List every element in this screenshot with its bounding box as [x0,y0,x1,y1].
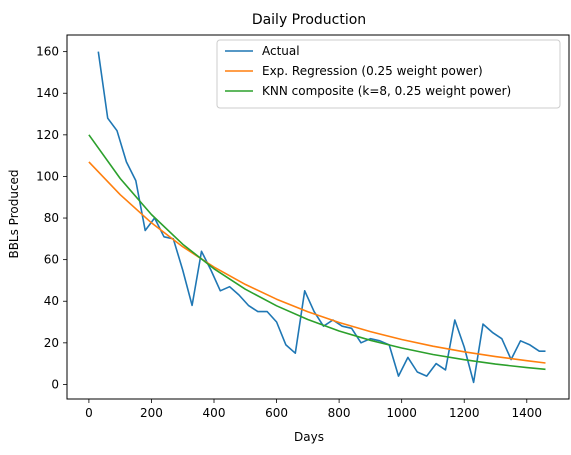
legend-label-0: Actual [262,44,300,58]
series-line-2 [88,134,546,371]
x-tick-label: 200 [140,406,163,420]
legend: Actual Exp. Regression (0.25 weight power… [216,39,561,109]
x-axis-label: Days [294,430,324,444]
x-tick-label: 1400 [512,406,543,420]
chart-title: Daily Production [252,12,366,28]
plot-series [88,51,546,384]
y-tick-label: 160 [36,45,59,59]
x-tick-label: 400 [203,406,226,420]
legend-label-1: Exp. Regression (0.25 weight power) [262,64,483,78]
legend-box [216,39,561,109]
y-tick-label: 60 [44,253,59,267]
y-tick-label: 120 [36,128,59,142]
x-tick-label: 600 [265,406,288,420]
series-line-1 [88,161,546,364]
y-tick-label: 140 [36,86,59,100]
y-axis: 0 20 40 60 80 100 120 140 160 [36,45,67,391]
x-tick-label: 1200 [449,406,480,420]
y-tick-label: 100 [36,169,59,183]
y-axis-label: BBLs Produced [7,169,21,258]
y-tick-label: 20 [44,336,59,350]
y-tick-label: 80 [44,211,59,225]
x-tick-label: 0 [85,406,93,420]
y-tick-label: 0 [51,377,59,391]
y-tick-label: 40 [44,294,59,308]
legend-label-2: KNN composite (k=8, 0.25 weight power) [262,84,511,98]
x-axis: 0 200 400 600 800 1000 1200 1400 [85,399,542,420]
plot-frame [66,34,570,400]
x-tick-label: 800 [328,406,351,420]
x-tick-label: 1000 [386,406,417,420]
